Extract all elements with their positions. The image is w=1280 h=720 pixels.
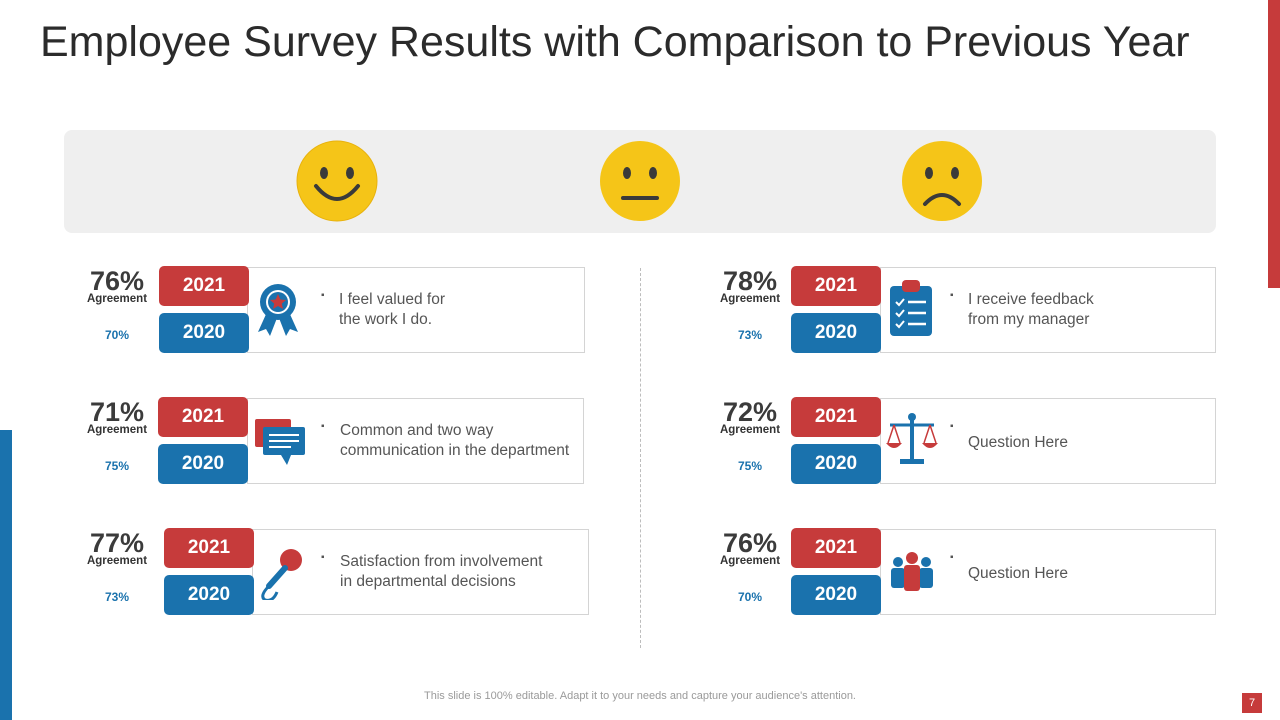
- year-2020-badge: 2020: [791, 444, 881, 484]
- metric-card: 76% Agreement 70% 2021 2020 ▪ Question H…: [710, 528, 1270, 618]
- question-box: [252, 529, 589, 615]
- question-text: Question Here: [968, 564, 1218, 584]
- question-text: Common and two way communication in the …: [340, 421, 590, 461]
- bullet-marker: ▪: [950, 290, 954, 301]
- metric-card: 72% Agreement 75% 2021 2020 ▪ Question H…: [710, 397, 1270, 487]
- question-line-1: Question Here: [968, 565, 1068, 582]
- year-2021-badge: 2021: [158, 397, 248, 437]
- agreement-percent: 71%: [89, 397, 145, 427]
- year-2021-badge: 2021: [791, 528, 881, 568]
- microphone-icon: [261, 549, 302, 600]
- previous-percent: 75%: [737, 459, 763, 473]
- question-line-1: Question Here: [968, 434, 1068, 451]
- previous-percent: 70%: [737, 590, 763, 604]
- year-2020-badge: 2020: [159, 313, 249, 353]
- bullet-marker: ▪: [950, 421, 954, 432]
- metric-card: 71% Agreement 75% 2021 2020 ▪ Common and…: [77, 397, 637, 487]
- question-line-2: in departmental decisions: [340, 573, 516, 590]
- year-2020-badge: 2020: [158, 444, 248, 484]
- chat-messages-icon: [255, 419, 305, 465]
- neutral-face-icon: [600, 141, 680, 221]
- agreement-percent: 76%: [89, 266, 145, 296]
- question-line-2: communication in the department: [340, 442, 570, 459]
- sad-face-icon: [902, 141, 982, 221]
- metric-card: 78% Agreement 73% 2021 2020 ▪ I receive …: [710, 266, 1270, 356]
- column-divider: [640, 268, 641, 648]
- bullet-marker: ▪: [321, 552, 325, 563]
- question-text: I receive feedback from my manager: [968, 290, 1218, 330]
- metric-card: 77% Agreement 73% 2021 2020 ▪ Satisfacti…: [77, 528, 637, 618]
- year-2021-badge: 2021: [164, 528, 254, 568]
- question-box: [880, 529, 1216, 615]
- question-text: Question Here: [968, 433, 1218, 453]
- question-line-1: Common and two way: [340, 422, 494, 439]
- happy-face-icon: [296, 140, 378, 222]
- team-people-icon: [891, 552, 933, 591]
- bullet-marker: ▪: [321, 421, 325, 432]
- question-text: I feel valued for the work I do.: [339, 290, 589, 330]
- agreement-percent: 77%: [89, 528, 145, 558]
- year-2020-badge: 2020: [791, 313, 881, 353]
- question-line-1: Satisfaction from involvement: [340, 553, 543, 570]
- question-line-2: the work I do.: [339, 311, 433, 328]
- agreement-percent: 72%: [722, 397, 778, 427]
- year-2021-badge: 2021: [791, 266, 881, 306]
- agreement-label: Agreement: [86, 424, 148, 436]
- question-line-2: from my manager: [968, 311, 1090, 328]
- question-box: [880, 267, 1216, 353]
- slide-title: Employee Survey Results with Comparison …: [40, 18, 1190, 66]
- clipboard-checklist-icon: [890, 280, 932, 336]
- previous-percent: 73%: [104, 590, 130, 604]
- previous-percent: 75%: [104, 459, 130, 473]
- agreement-label: Agreement: [86, 293, 148, 305]
- footer-note: This slide is 100% editable. Adapt it to…: [424, 690, 856, 702]
- award-ribbon-icon: [258, 284, 298, 336]
- year-2020-badge: 2020: [791, 575, 881, 615]
- agreement-percent: 78%: [722, 266, 778, 296]
- question-line-1: I receive feedback: [968, 291, 1094, 308]
- year-2021-badge: 2021: [791, 397, 881, 437]
- bullet-marker: ▪: [321, 290, 325, 301]
- question-line-1: I feel valued for: [339, 291, 445, 308]
- agreement-label: Agreement: [86, 555, 148, 567]
- year-2020-badge: 2020: [164, 575, 254, 615]
- emoji-rating-bar: [64, 130, 1216, 233]
- balance-scale-icon: [886, 413, 938, 464]
- accent-bar-left: [0, 430, 12, 720]
- bullet-marker: ▪: [950, 552, 954, 563]
- accent-bar-right: [1268, 0, 1280, 288]
- question-box: [247, 267, 585, 353]
- metric-card: 76% Agreement 70% 2021 2020 ▪ I feel val…: [77, 266, 637, 356]
- agreement-label: Agreement: [719, 424, 781, 436]
- page-number-badge: 7: [1242, 693, 1262, 713]
- agreement-label: Agreement: [719, 555, 781, 567]
- agreement-percent: 76%: [722, 528, 778, 558]
- year-2021-badge: 2021: [159, 266, 249, 306]
- question-text: Satisfaction from involvement in departm…: [340, 552, 590, 592]
- previous-percent: 70%: [104, 328, 130, 342]
- previous-percent: 73%: [737, 328, 763, 342]
- agreement-label: Agreement: [719, 293, 781, 305]
